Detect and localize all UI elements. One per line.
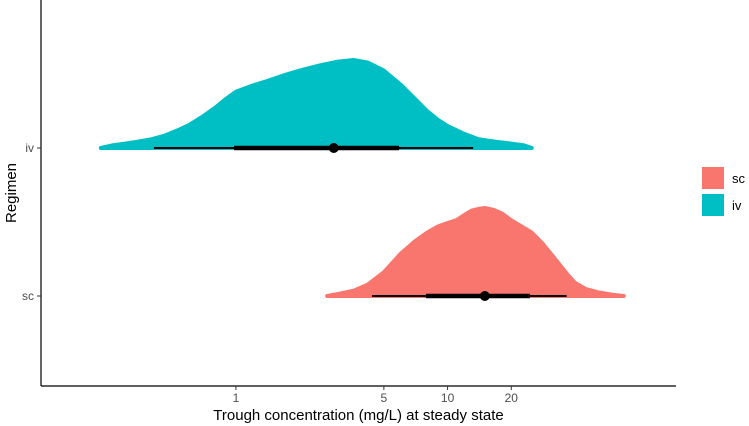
y-tick-label: sc <box>22 289 34 303</box>
density-iv <box>98 58 534 150</box>
median-point-iv <box>328 143 339 153</box>
x-axis-title: Trough concentration (mg/L) at steady st… <box>213 407 503 424</box>
x-tick-label: 1 <box>233 391 240 405</box>
legend-label-iv: iv <box>732 198 742 213</box>
x-tick-label: 5 <box>381 391 388 405</box>
chart-marks <box>98 58 626 301</box>
y-axis-title: Regimen <box>3 163 20 223</box>
legend: sc iv <box>702 167 746 216</box>
axes <box>40 0 676 387</box>
median-point-sc <box>479 291 490 301</box>
density-sc <box>325 206 626 298</box>
legend-swatch-iv <box>702 194 724 216</box>
y-ticks: iv sc <box>22 141 41 303</box>
y-tick-label: iv <box>25 141 34 155</box>
legend-label-sc: sc <box>732 171 746 186</box>
x-ticks: 1 5 10 20 <box>233 386 519 405</box>
x-tick-label: 20 <box>505 391 519 405</box>
x-tick-label: 10 <box>441 391 455 405</box>
legend-swatch-sc <box>702 167 724 189</box>
